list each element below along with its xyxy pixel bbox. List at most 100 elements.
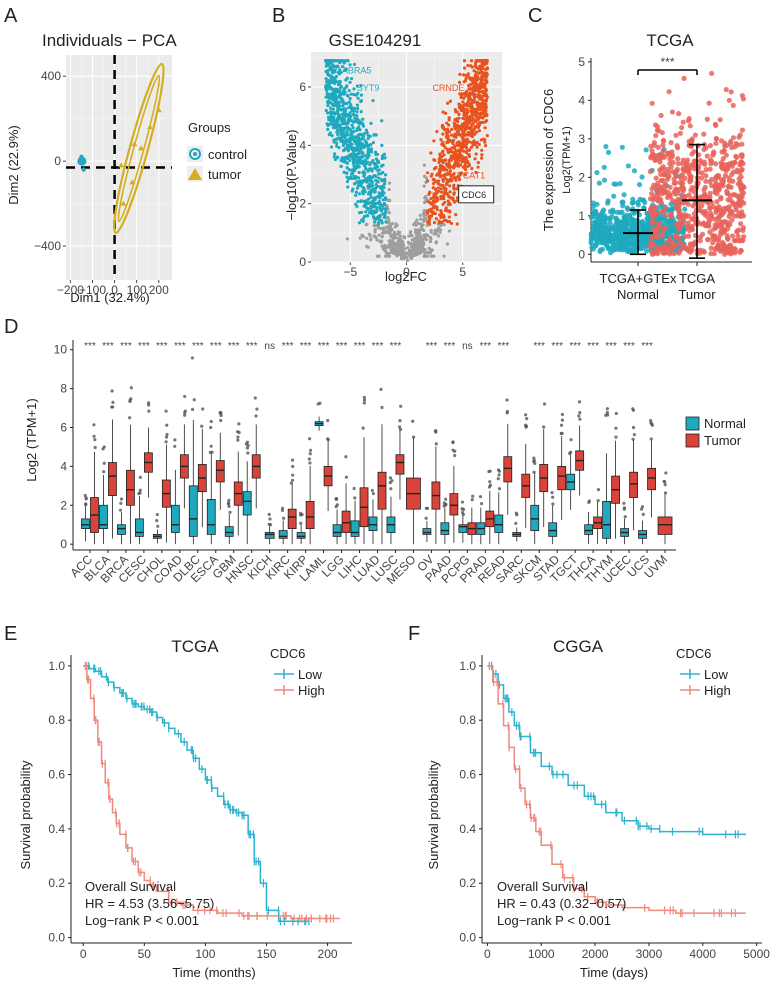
tcga-scatter-tumor-point xyxy=(737,194,744,200)
tcga-scatter-tumor-point xyxy=(708,250,714,257)
tcga-scatter-normal-point xyxy=(625,206,631,212)
volcano-point xyxy=(438,230,442,235)
tcga-scatter-tumor-point xyxy=(668,164,674,170)
pancancer-normal-outlier xyxy=(246,443,250,448)
pancancer-normal-outlier xyxy=(496,477,500,481)
pancancer-tumor-outlier xyxy=(308,452,312,456)
pancancer-normal-box xyxy=(81,518,90,530)
tcga-scatter-tumor-point xyxy=(680,187,687,193)
pancancer-tumor-outlier xyxy=(219,410,223,415)
volcano-point xyxy=(454,212,458,217)
tcga-scatter-tumor-point xyxy=(729,210,735,216)
volcano-point xyxy=(346,59,350,63)
volcano-point xyxy=(356,96,360,100)
volcano-point xyxy=(342,170,346,174)
volcano-point xyxy=(431,181,436,186)
pancancer-tumor-outlier xyxy=(165,432,169,437)
volcano-point xyxy=(371,98,375,103)
tcga-scatter-tumor-point xyxy=(723,152,729,158)
tcga-scatter-normal-point xyxy=(590,203,597,210)
tcga-scatter-tumor-point xyxy=(679,160,685,167)
volcano-point xyxy=(373,235,377,239)
tcga-scatter-tumor-point xyxy=(720,156,726,162)
volcano-point xyxy=(366,214,370,218)
pancancer-tumor-outlier xyxy=(253,396,257,400)
tcga-scatter-normal-point xyxy=(611,234,617,240)
tcga-scatter-title: TCGA xyxy=(646,31,694,50)
volcano-point xyxy=(484,73,488,77)
tcga-scatter-tumor-point xyxy=(658,177,664,184)
volcano-point xyxy=(427,221,431,226)
tcga-scatter-tumor-point xyxy=(717,117,723,123)
volcano-point xyxy=(442,223,446,227)
tcga-scatter-tumor-point xyxy=(671,180,677,186)
volcano-point xyxy=(334,74,339,79)
volcano-point xyxy=(469,86,473,91)
volcano-point xyxy=(478,66,482,70)
volcano-point xyxy=(441,179,446,183)
volcano-point xyxy=(345,138,349,142)
km-tcga-ytick-label: 0.4 xyxy=(48,822,65,836)
km-cgga-ytick-label: 0.0 xyxy=(459,931,476,945)
tcga-scatter-tumor-point xyxy=(715,242,721,249)
pca-legend-control-label: control xyxy=(208,147,247,162)
volcano-gene-label-cdc6: CDC6 xyxy=(462,190,487,200)
volcano-point xyxy=(450,127,454,132)
tcga-scatter-ytick-label: 4 xyxy=(578,93,585,107)
km-tcga-annotation-2: HR = 4.53 (3.56−5.75) xyxy=(85,896,214,911)
volcano-point xyxy=(461,140,465,144)
volcano-point xyxy=(453,144,457,148)
volcano-point xyxy=(384,206,388,211)
volcano-point xyxy=(360,150,364,154)
volcano-point xyxy=(429,209,433,213)
tcga-scatter-normal-point xyxy=(599,209,606,215)
tcga-scatter-tumor-point xyxy=(674,168,680,174)
volcano-point xyxy=(468,83,473,87)
volcano-point xyxy=(365,244,369,248)
volcano-point xyxy=(410,233,414,238)
volcano-point xyxy=(363,204,367,208)
pancancer-tumor-outlier xyxy=(596,488,601,492)
tcga-scatter-normal-point xyxy=(620,199,626,205)
panel-label-a: A xyxy=(4,5,18,27)
pancancer-normal-box xyxy=(206,499,216,535)
volcano-point xyxy=(348,63,352,67)
tcga-scatter-tumor-point xyxy=(713,161,719,167)
tcga-scatter-tumor-point xyxy=(728,248,734,254)
volcano-point xyxy=(467,148,472,152)
volcano-point xyxy=(332,140,336,144)
pancancer-normal-outlier xyxy=(209,425,213,430)
volcano-point xyxy=(467,163,472,168)
pancancer-normal-box xyxy=(368,516,378,531)
volcano-point xyxy=(376,221,380,225)
volcano-point xyxy=(388,225,392,230)
tcga-scatter-tumor-point xyxy=(660,188,667,194)
pancancer-tumor-outlier xyxy=(488,469,492,473)
volcano-point xyxy=(427,246,431,250)
volcano-point xyxy=(400,250,404,254)
volcano-point xyxy=(457,102,461,106)
tcga-scatter-tumor-point xyxy=(691,215,697,221)
tcga-scatter-normal-point xyxy=(621,238,627,244)
volcano-point xyxy=(380,203,384,208)
volcano-point xyxy=(340,129,344,133)
pancancer-significance: *** xyxy=(623,341,635,352)
volcano-point xyxy=(397,247,401,251)
km-cgga-xtick-label: 5000 xyxy=(743,947,770,961)
volcano-point xyxy=(452,191,456,195)
tcga-scatter-tumor-point xyxy=(739,93,746,99)
pancancer-tumor-outlier xyxy=(614,411,618,416)
volcano-point xyxy=(345,127,349,131)
pancancer-normal-outlier xyxy=(533,461,537,465)
volcano-point xyxy=(470,98,474,103)
pancancer-tumor-outlier xyxy=(632,433,637,437)
tcga-scatter-tumor-point xyxy=(706,218,712,224)
pancancer-normal-box xyxy=(584,524,594,535)
pancancer-normal-outlier xyxy=(173,438,177,442)
volcano-point xyxy=(448,99,453,103)
pancancer-normal-outlier xyxy=(424,516,428,520)
tcga-scatter-tumor-point xyxy=(717,207,723,213)
volcano-point xyxy=(381,193,385,197)
tcga-scatter-normal-point xyxy=(589,245,595,251)
pancancer-significance: *** xyxy=(533,341,545,352)
